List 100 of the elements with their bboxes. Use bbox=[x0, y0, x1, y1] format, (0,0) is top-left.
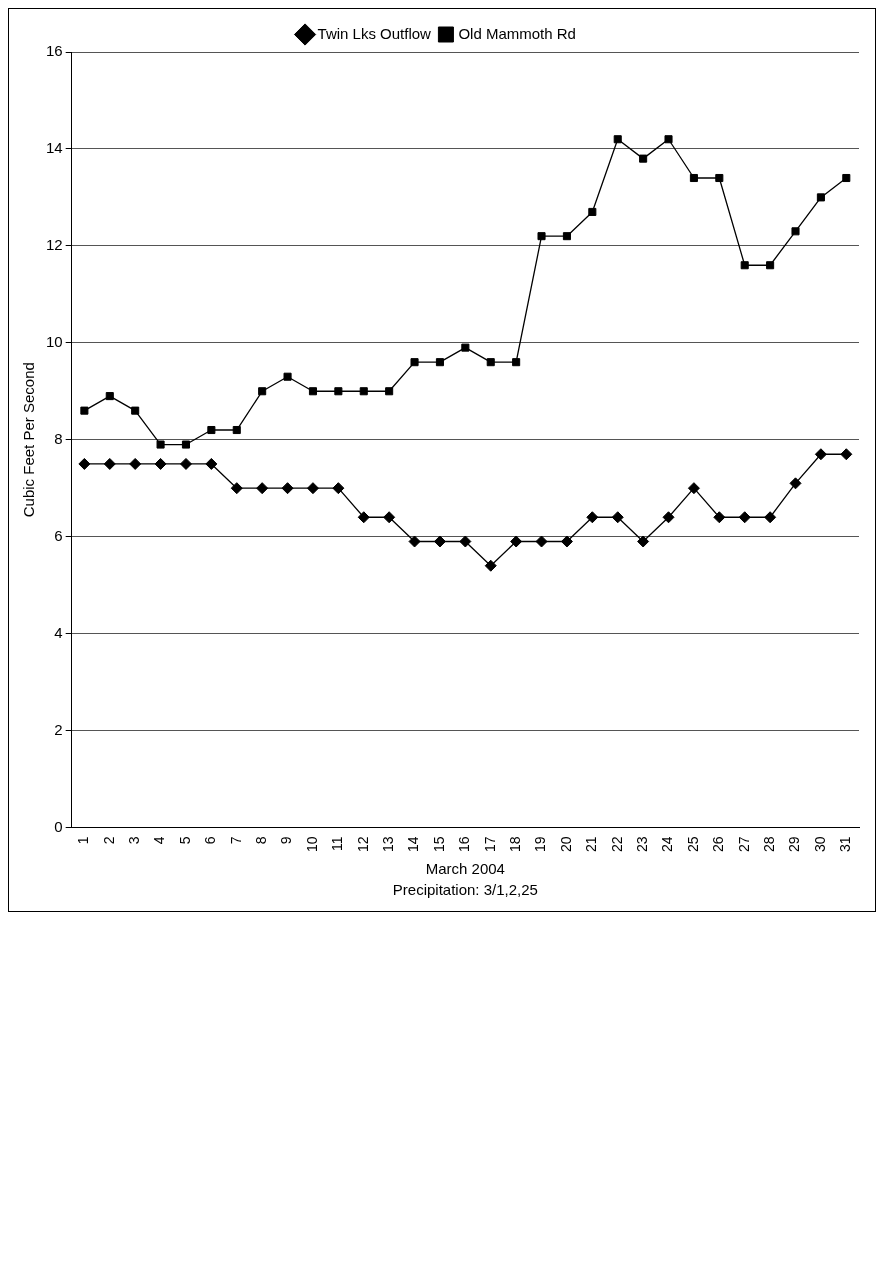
point bbox=[537, 232, 546, 241]
point bbox=[840, 448, 853, 461]
point bbox=[385, 387, 394, 396]
x-tick-label: 20 bbox=[557, 836, 574, 853]
x-tick-label: 2 bbox=[100, 836, 117, 845]
point bbox=[611, 511, 624, 524]
point bbox=[230, 482, 243, 495]
point bbox=[131, 406, 140, 415]
x-tick-label: 1 bbox=[75, 836, 92, 845]
y-tick-label: 16 bbox=[46, 42, 63, 60]
point bbox=[512, 358, 521, 367]
x-tick-label: 10 bbox=[303, 836, 320, 853]
point bbox=[637, 535, 650, 548]
x-tick-label: 18 bbox=[507, 836, 523, 853]
x-tick-label: 19 bbox=[532, 836, 549, 853]
y-tick-label: 0 bbox=[54, 817, 63, 835]
point bbox=[664, 135, 673, 144]
point bbox=[306, 482, 319, 495]
y-tick-label: 14 bbox=[46, 139, 63, 157]
point bbox=[740, 261, 749, 270]
x-tick-label: 16 bbox=[456, 836, 473, 853]
y-axis-title: Cubic Feet Per Second bbox=[20, 362, 38, 518]
point bbox=[459, 535, 472, 548]
point bbox=[842, 173, 851, 183]
y-tick-label: 6 bbox=[54, 526, 63, 544]
x-tick-label: 28 bbox=[760, 836, 777, 853]
point bbox=[689, 173, 698, 183]
x-tick-label: 8 bbox=[253, 836, 270, 845]
y-tick-label: 4 bbox=[54, 623, 63, 641]
y-tick-label: 10 bbox=[46, 332, 63, 350]
point bbox=[639, 154, 648, 163]
point bbox=[816, 193, 825, 202]
x-tick-label: 21 bbox=[583, 836, 600, 853]
point bbox=[461, 343, 470, 352]
point bbox=[334, 387, 343, 396]
point bbox=[408, 535, 421, 548]
x-tick-label: 17 bbox=[481, 836, 498, 853]
point bbox=[713, 511, 726, 524]
y-tick-label: 8 bbox=[54, 429, 63, 447]
point bbox=[586, 511, 599, 524]
point bbox=[232, 425, 241, 435]
x-tick-label: 31 bbox=[837, 836, 854, 853]
x-tick-label: 7 bbox=[227, 836, 244, 845]
point bbox=[410, 358, 419, 367]
point bbox=[715, 173, 724, 183]
point bbox=[105, 392, 114, 401]
x-tick-label: 29 bbox=[786, 836, 803, 853]
point bbox=[80, 406, 89, 415]
x-tick-label: 22 bbox=[608, 836, 625, 853]
point bbox=[129, 457, 142, 470]
y-tick-label: 2 bbox=[54, 720, 63, 738]
x-tick-label: 23 bbox=[633, 836, 650, 853]
legend-label: Old Mammoth Rd bbox=[458, 24, 576, 42]
point bbox=[814, 448, 827, 461]
point bbox=[103, 457, 116, 470]
point bbox=[78, 457, 91, 470]
text: Precipitation: 3/1,2,25 bbox=[392, 880, 538, 898]
point bbox=[687, 482, 700, 495]
point bbox=[205, 457, 218, 470]
point bbox=[181, 440, 191, 449]
x-tick-label: 4 bbox=[151, 836, 168, 845]
point bbox=[179, 457, 192, 470]
point bbox=[588, 207, 597, 216]
point bbox=[281, 482, 294, 495]
point bbox=[486, 358, 495, 367]
point bbox=[383, 511, 396, 524]
point bbox=[791, 227, 800, 236]
x-axis-title: March 2004 bbox=[425, 860, 505, 878]
point bbox=[283, 372, 292, 381]
point bbox=[154, 457, 167, 470]
point bbox=[789, 477, 802, 490]
point bbox=[766, 261, 775, 270]
x-tick-label: 9 bbox=[278, 836, 295, 845]
point bbox=[433, 535, 446, 548]
point bbox=[435, 358, 444, 367]
x-tick-label: 5 bbox=[176, 836, 193, 845]
point bbox=[510, 535, 523, 548]
x-tick-label: 25 bbox=[684, 836, 701, 853]
point bbox=[484, 559, 497, 572]
point bbox=[207, 425, 216, 435]
x-tick-label: 6 bbox=[202, 836, 219, 845]
x-tick-label: 12 bbox=[354, 836, 371, 853]
point bbox=[357, 511, 370, 524]
point bbox=[560, 535, 573, 548]
x-tick-label: 14 bbox=[405, 836, 422, 853]
x-tick-label: 30 bbox=[811, 836, 828, 853]
point bbox=[738, 511, 751, 524]
x-tick-label: 27 bbox=[735, 836, 752, 853]
point bbox=[613, 135, 622, 144]
point bbox=[662, 511, 675, 524]
legend-label: Twin Lks Outflow bbox=[317, 24, 432, 42]
x-tick-label: 15 bbox=[430, 836, 447, 853]
point bbox=[308, 387, 317, 396]
point bbox=[764, 511, 777, 524]
point bbox=[359, 387, 368, 396]
point bbox=[562, 232, 571, 241]
point bbox=[535, 535, 548, 548]
point bbox=[156, 440, 165, 449]
x-tick-label: 24 bbox=[659, 836, 676, 853]
x-tick-label: 26 bbox=[710, 836, 727, 853]
